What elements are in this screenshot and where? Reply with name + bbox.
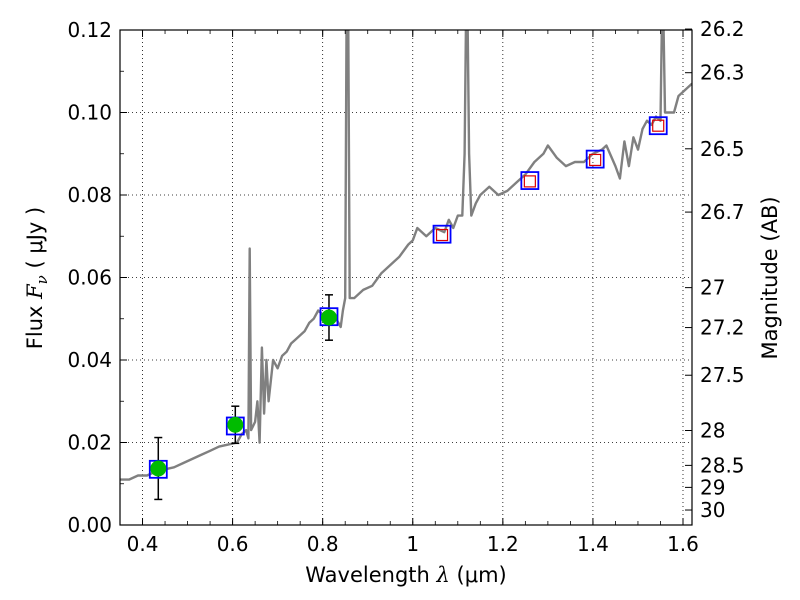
magnitude-tick-label: 29 xyxy=(700,475,725,499)
x-tick-label: 1.6 xyxy=(667,532,699,556)
upper-limit-point xyxy=(523,175,536,188)
y-tick-label: 0.08 xyxy=(67,183,112,207)
sed-line-group xyxy=(120,30,692,481)
upper-limit-point xyxy=(652,119,665,132)
magnitude-tick-label: 26.3 xyxy=(700,61,745,85)
y-tick-label: 0.12 xyxy=(67,18,112,42)
x-tick-label: 1.2 xyxy=(487,532,519,556)
detection-point xyxy=(227,416,244,433)
model-square xyxy=(520,171,540,190)
plot-frame xyxy=(119,29,693,526)
x-axis-title: Wavelength λ (μm) xyxy=(305,563,506,587)
y-axis-title: Flux Fν ( μJy ) xyxy=(23,207,51,349)
magnitude-tick-label: 26.7 xyxy=(700,200,745,224)
model-square xyxy=(432,224,452,244)
detection-point xyxy=(150,460,167,477)
upper-limit-point xyxy=(435,228,449,242)
tick-marks xyxy=(120,28,692,526)
detection-point xyxy=(320,309,337,326)
magnitude-tick-label: 28.5 xyxy=(700,453,745,477)
data-points-group xyxy=(148,116,668,501)
magnitude-tick-label: 27.5 xyxy=(700,363,745,387)
upper-limit-point xyxy=(589,153,602,167)
x-tick-label: 1.4 xyxy=(577,532,609,556)
x-tick-label: 0.8 xyxy=(307,532,339,556)
model-square xyxy=(585,149,605,169)
magnitude-tick-label: 26.2 xyxy=(700,17,745,41)
y-tick-label: 0.04 xyxy=(67,348,112,372)
x-tick-label: 0.4 xyxy=(127,532,159,556)
x-tick-labels: 0.4 0.6 0.8 1 1.2 1.4 1.6 xyxy=(127,532,699,556)
y-tick-label: 0.10 xyxy=(67,101,112,125)
y-tick-label: 0.06 xyxy=(67,266,112,290)
sed-line xyxy=(120,30,692,481)
magnitude-tick-label: 26.5 xyxy=(700,137,745,161)
magnitude-tick-label: 27 xyxy=(700,276,725,300)
y-tick-label: 0.02 xyxy=(67,431,112,455)
model-square xyxy=(648,116,668,136)
magnitude-tick-label: 30 xyxy=(700,498,725,522)
magnitude-axis-title: Magnitude (AB) xyxy=(758,196,782,359)
magnitude-tick-label: 27.2 xyxy=(700,316,745,340)
x-tick-label: 1 xyxy=(406,532,419,556)
grid-lines xyxy=(120,30,692,525)
y-tick-labels: 0.00 0.02 0.04 0.06 0.08 0.10 0.12 xyxy=(67,18,112,537)
y-tick-label: 0.00 xyxy=(67,513,112,537)
x-tick-label: 0.6 xyxy=(217,532,249,556)
magnitude-tick-label: 28 xyxy=(700,419,725,443)
